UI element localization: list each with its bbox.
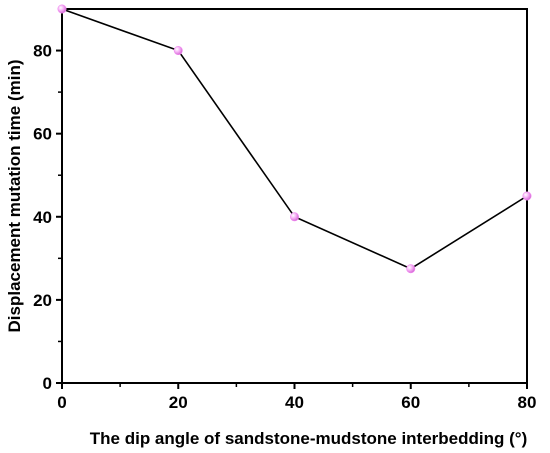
- data-point: [289, 212, 299, 222]
- data-point: [57, 4, 67, 14]
- x-tick-label: 40: [285, 393, 304, 412]
- x-tick-label: 60: [401, 393, 420, 412]
- y-tick-label: 20: [33, 291, 52, 310]
- y-tick-label: 40: [33, 208, 52, 227]
- data-point: [522, 191, 532, 201]
- x-tick-label: 0: [57, 393, 66, 412]
- y-tick-label: 0: [43, 374, 52, 393]
- x-tick-label: 20: [169, 393, 188, 412]
- y-axis-label: Displacement mutation time (min): [5, 60, 24, 333]
- series-line: [61, 8, 528, 270]
- data-point: [173, 46, 183, 56]
- y-tick-label: 60: [33, 125, 52, 144]
- data-point: [406, 264, 416, 274]
- x-axis-label: The dip angle of sandstone-mudstone inte…: [90, 429, 527, 448]
- plot-frame: [61, 8, 528, 384]
- y-tick-label: 80: [33, 42, 52, 61]
- x-tick-label: 80: [518, 393, 537, 412]
